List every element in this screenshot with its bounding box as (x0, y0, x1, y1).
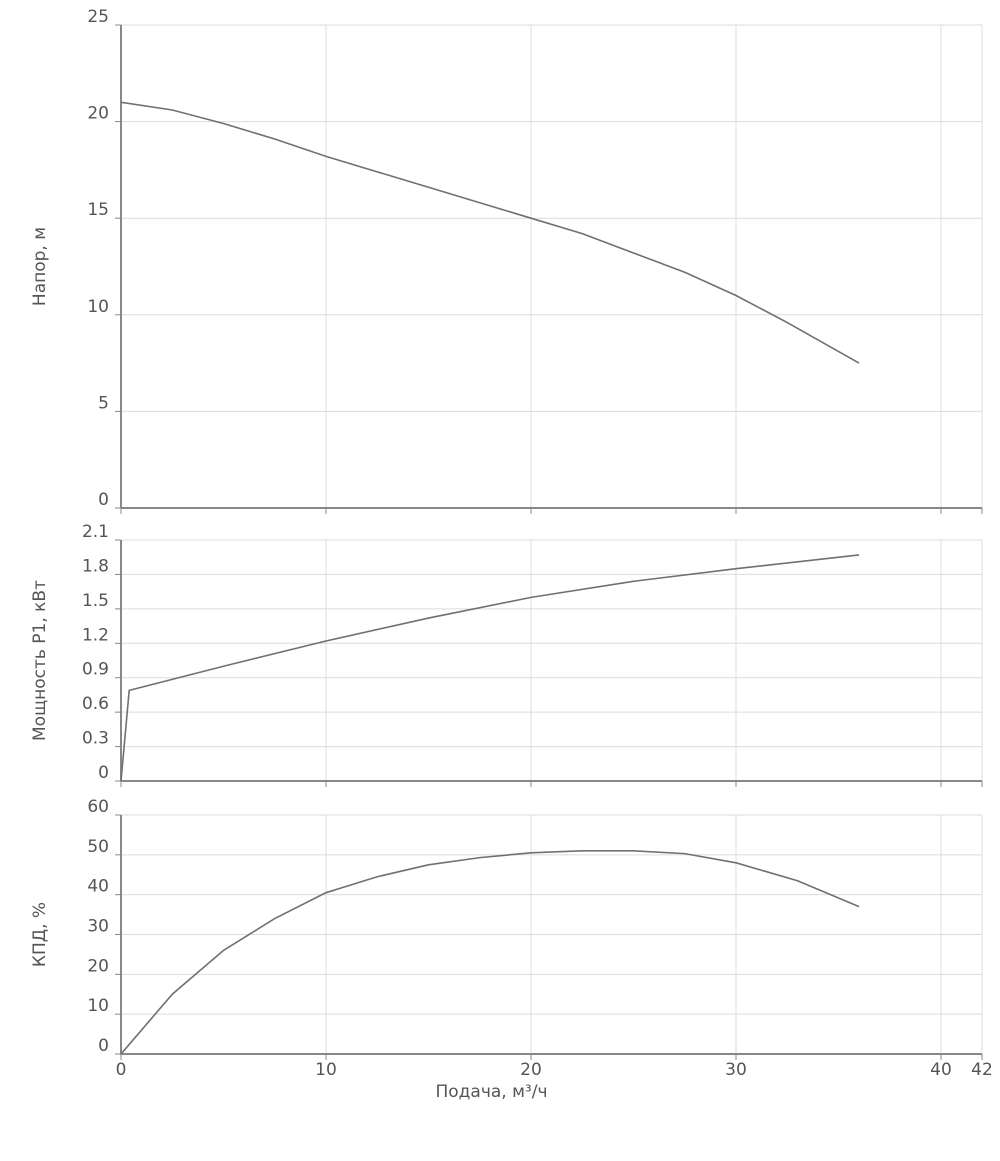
y-tick-label: 0 (98, 1036, 109, 1056)
y-axis-label: КПД, % (30, 902, 50, 967)
y-tick-label: 0.6 (82, 694, 109, 714)
y-tick-label: 0 (98, 490, 109, 510)
x-axis-label: Подача, м³/ч (435, 1082, 547, 1102)
y-tick-label: 1.8 (82, 556, 109, 576)
x-tick-label: 10 (315, 1060, 337, 1080)
x-tick-label: 20 (520, 1060, 542, 1080)
y-tick-label: 20 (87, 104, 109, 124)
y-axis-label: Мощность P1, кВт (30, 580, 50, 741)
y-tick-label: 10 (87, 996, 109, 1016)
y-tick-label: 0 (98, 763, 109, 783)
y-tick-label: 0.3 (82, 729, 109, 749)
y-tick-label: 2.1 (82, 522, 109, 542)
y-tick-label: 30 (87, 917, 109, 937)
y-tick-label: 60 (87, 797, 109, 817)
y-tick-label: 1.5 (82, 591, 109, 611)
y-tick-label: 40 (87, 877, 109, 897)
line (120, 554, 860, 782)
x-tick-label: 0 (116, 1060, 127, 1080)
x-tick-label: 30 (725, 1060, 747, 1080)
x-tick-label: 40 (930, 1060, 952, 1080)
y-tick-label: 25 (87, 7, 109, 27)
y-tick-label: 50 (87, 837, 109, 857)
line (120, 101, 860, 364)
y-tick-label: 10 (87, 297, 109, 317)
x-tick-label: 42 (971, 1060, 993, 1080)
y-tick-label: 20 (87, 956, 109, 976)
y-tick-label: 0.9 (82, 660, 109, 680)
y-tick-label: 5 (98, 393, 109, 413)
y-tick-label: 15 (87, 200, 109, 220)
y-axis-label: Напор, м (30, 227, 50, 306)
y-tick-label: 1.2 (82, 625, 109, 645)
line (120, 850, 860, 1055)
